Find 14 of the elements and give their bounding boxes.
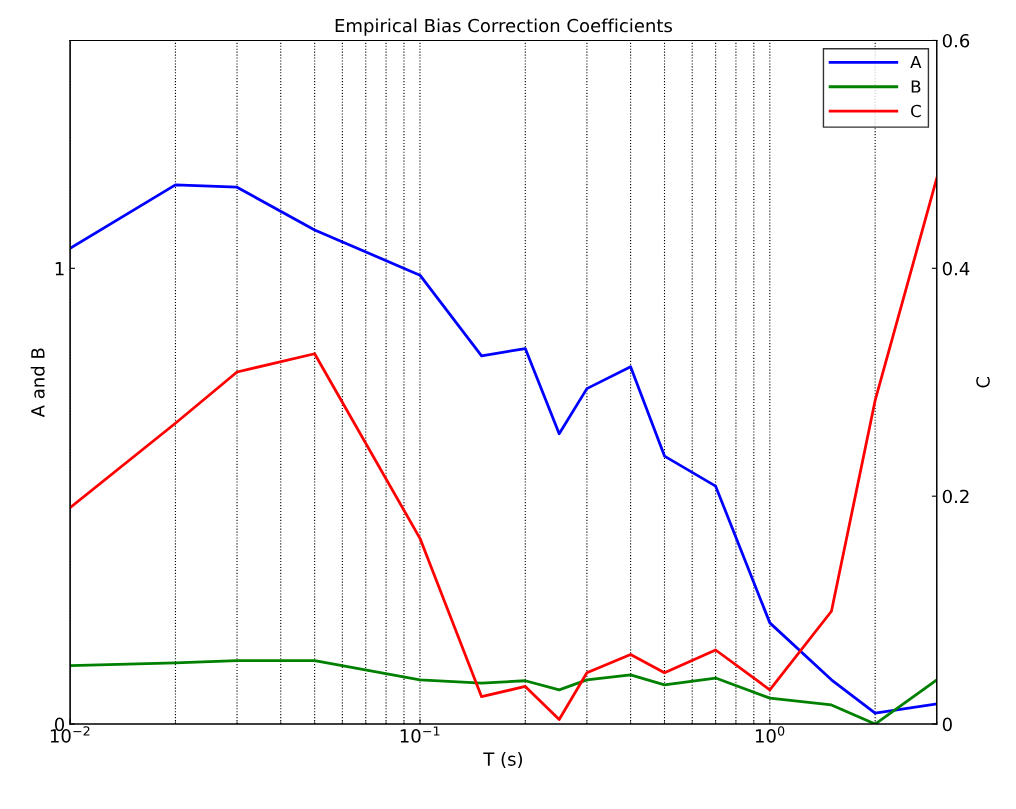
legend-label: B <box>911 80 921 93</box>
y-axis-title: A and B <box>30 348 45 418</box>
chart-title: Empirical Bias Correction Coefficients <box>335 18 672 36</box>
x-tick-label: 10$^{−1}$ <box>400 726 440 743</box>
x-axis-title: T (s) <box>483 751 523 769</box>
y2-tick-label: 0 <box>942 717 952 732</box>
y2-tick-label: 0.2 <box>942 489 969 504</box>
x-tick-label: 10$^{0}$ <box>755 726 785 743</box>
y2-tick-label: 0.4 <box>942 261 970 276</box>
legend-label: C <box>911 104 921 118</box>
legend-label: A <box>910 55 922 69</box>
y2-tick-label: 0.6 <box>942 33 970 48</box>
y2-axis-title: C <box>976 376 990 388</box>
y-tick-label: 1 <box>55 262 64 276</box>
